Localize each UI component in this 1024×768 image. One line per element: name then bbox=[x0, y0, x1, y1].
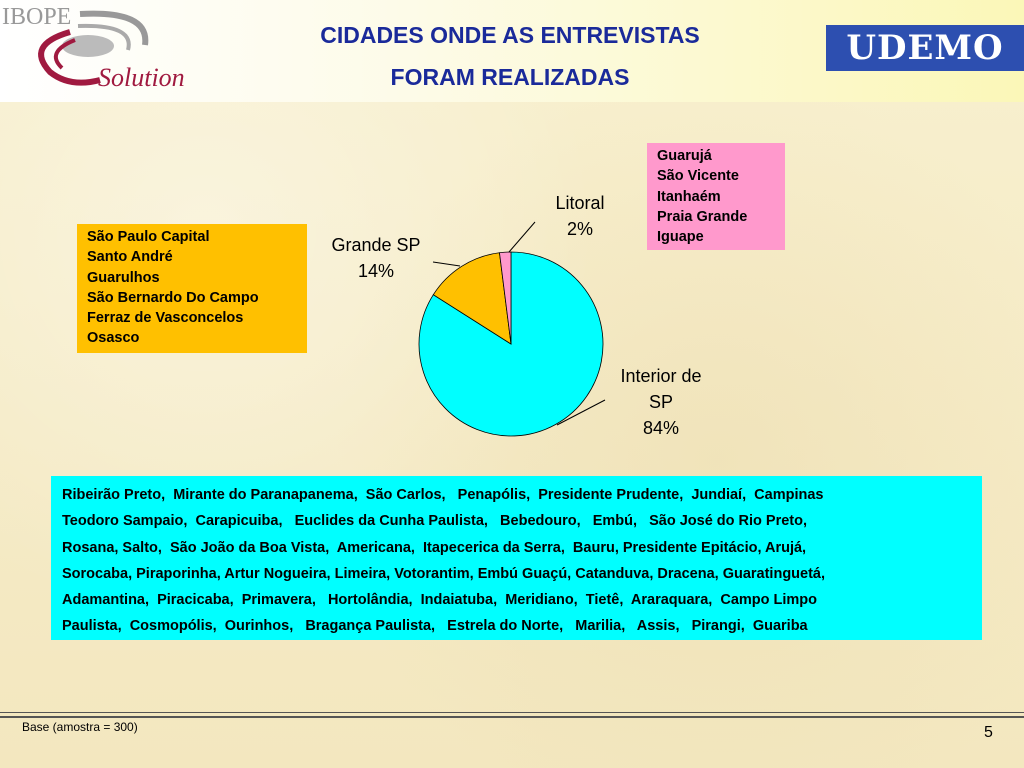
city-line: Adamantina, Piracicaba, Primavera, Horto… bbox=[62, 592, 818, 609]
city-line: Ferraz de Vasconcelos bbox=[87, 310, 244, 327]
page-number: 5 bbox=[984, 724, 993, 741]
slice-label: Interior de bbox=[620, 366, 702, 386]
slice-pct: 84% bbox=[642, 418, 680, 438]
city-line: Santo André bbox=[87, 249, 173, 266]
city-line: Rosana, Salto, São João da Boa Vista, Am… bbox=[62, 539, 807, 556]
city-line: Osasco bbox=[87, 330, 140, 347]
footer-divider bbox=[0, 716, 1024, 718]
city-line: Iguape bbox=[657, 229, 704, 246]
city-line: São Bernardo Do Campo bbox=[87, 289, 259, 306]
city-line: Teodoro Sampaio, Carapicuiba, Euclides d… bbox=[62, 513, 808, 530]
city-line: São Paulo Capital bbox=[87, 229, 210, 245]
city-line: Paulista, Cosmopólis, Ourinhos, Bragança… bbox=[62, 618, 808, 635]
title-line-1: CIDADES ONDE AS ENTREVISTAS bbox=[320, 22, 700, 48]
ibope-logo: IBOPE Solution bbox=[2, 4, 185, 92]
svg-text:Solution: Solution bbox=[98, 63, 185, 92]
slice-label: Litoral bbox=[555, 193, 605, 213]
slide-title: CIDADES ONDE AS ENTREVISTAS FORAM REALIZ… bbox=[240, 14, 780, 98]
interior-cities-box: Ribeirão Preto, Mirante do Paranapanema,… bbox=[51, 476, 982, 640]
city-line: Praia Grande bbox=[657, 208, 748, 225]
sample-base-note: Base (amostra = 300) bbox=[22, 720, 138, 734]
label-interior: Interior de SP 84% bbox=[596, 363, 726, 441]
svg-text:IBOPE: IBOPE bbox=[2, 4, 71, 30]
label-litoral: Litoral 2% bbox=[520, 190, 640, 242]
slice-label: Grande SP bbox=[331, 235, 421, 255]
slice-pct: 2% bbox=[566, 219, 593, 239]
footer-divider bbox=[0, 712, 1024, 713]
title-line-2: FORAM REALIZADAS bbox=[390, 64, 630, 90]
leader-line bbox=[432, 261, 461, 267]
pie-slice-grande-sp bbox=[432, 252, 512, 345]
udemo-logo: UDEMO bbox=[826, 25, 1024, 71]
slice-pct: 14% bbox=[357, 261, 395, 281]
label-grande-sp: Grande SP 14% bbox=[296, 232, 456, 284]
leader-line bbox=[508, 221, 536, 253]
city-line: Guarujá bbox=[657, 148, 712, 164]
city-line: Sorocaba, Piraporinha, Artur Nogueira, L… bbox=[62, 565, 826, 582]
pie-slice-litoral bbox=[499, 251, 512, 345]
city-line: São Vicente bbox=[657, 168, 739, 185]
litoral-cities-box: Guarujá São Vicente Itanhaém Praia Grande Ig… bbox=[647, 143, 785, 250]
slice-label: SP bbox=[648, 392, 673, 412]
leader-line bbox=[556, 399, 606, 426]
city-line: Guarulhos bbox=[87, 269, 160, 286]
city-line: Ribeirão Preto, Mirante do Paranapanema,… bbox=[62, 487, 824, 503]
grande-sp-cities-box: São Paulo Capital Santo André Guarulhos São… bbox=[77, 224, 307, 353]
header-band: IBOPE Solution CIDADES ONDE AS ENTREVIST… bbox=[0, 0, 1024, 102]
city-line: Itanhaém bbox=[657, 188, 721, 205]
